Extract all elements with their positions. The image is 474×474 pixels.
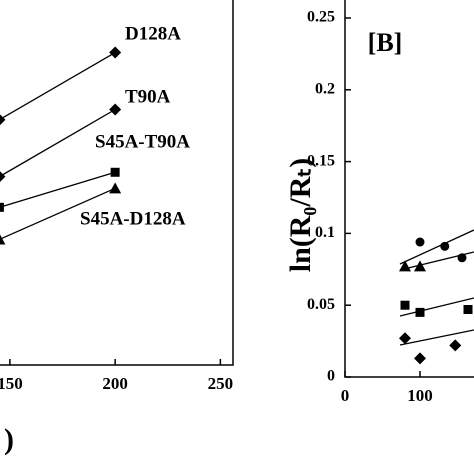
marker — [457, 253, 467, 263]
x-tick-label: 150 — [0, 374, 23, 393]
marker — [399, 260, 411, 272]
fit-line — [399, 229, 474, 265]
x-tick-label: 200 — [102, 374, 128, 393]
y-tick-label: 0.25 — [307, 9, 335, 26]
y-tick-label: 0.2 — [315, 80, 335, 97]
marker — [449, 339, 462, 352]
x-tick-label: 0 — [341, 386, 350, 405]
frame — [344, 0, 474, 378]
marker — [399, 332, 411, 345]
marker — [415, 307, 425, 317]
x-tick-label: 250 — [208, 374, 234, 393]
series-line — [0, 187, 116, 240]
marker — [0, 171, 6, 183]
series-label: S45A-T90A — [95, 131, 190, 152]
frame — [0, 0, 234, 366]
y-tick-label: 0.1 — [315, 224, 335, 241]
marker — [414, 352, 426, 365]
y-axis-label: ln(R₀/Rₜ) — [284, 158, 317, 273]
marker — [0, 234, 6, 245]
marker — [109, 182, 122, 194]
marker — [440, 241, 450, 251]
panel-label: [B] — [368, 28, 403, 57]
marker — [0, 114, 6, 126]
series-line — [0, 51, 116, 121]
y-tick-label: 0 — [327, 368, 335, 385]
marker — [414, 260, 426, 272]
series-line — [0, 171, 116, 208]
marker — [109, 103, 122, 116]
y-tick-label: 0.15 — [307, 152, 335, 169]
marker — [415, 237, 425, 247]
fit-line — [399, 329, 474, 346]
marker — [110, 167, 120, 177]
series-label: D128A — [125, 23, 181, 44]
marker — [463, 305, 473, 315]
x-tick-label: 100 — [407, 386, 433, 405]
marker — [0, 202, 4, 212]
y-tick-label: 0.05 — [307, 296, 335, 313]
fit-lines — [399, 229, 474, 346]
marker — [109, 46, 122, 59]
series-label: S45A-D128A — [80, 208, 186, 229]
fit-line — [399, 297, 474, 317]
series-label: T90A — [125, 86, 171, 107]
x-axis-label: ) — [4, 423, 14, 456]
marker — [400, 300, 410, 310]
series-line — [0, 108, 116, 178]
